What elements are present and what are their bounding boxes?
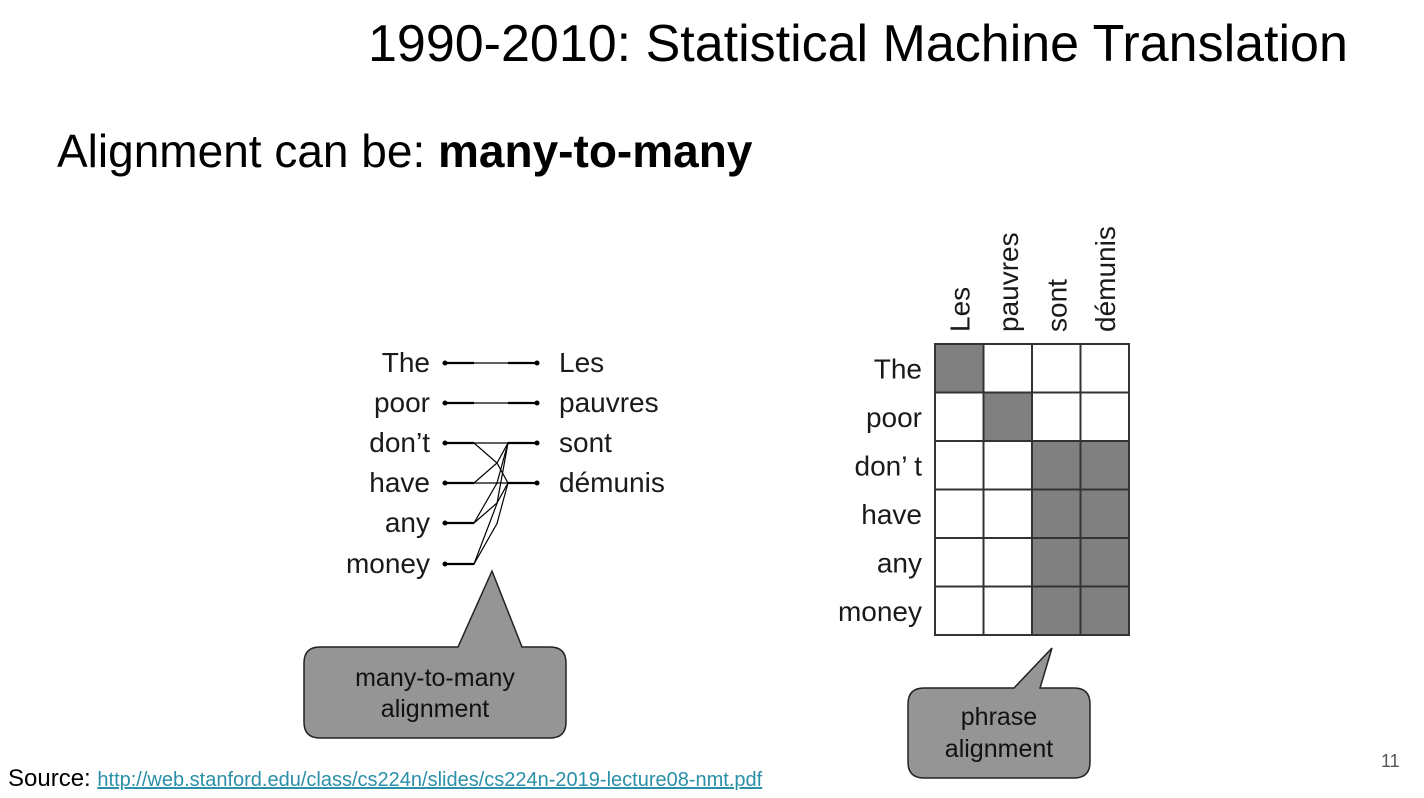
english-word: don’t xyxy=(369,427,430,458)
source-footer: Source: http://web.stanford.edu/class/cs… xyxy=(8,764,762,795)
callout-text: many-to-many xyxy=(355,664,515,692)
many-to-many-callout xyxy=(303,569,567,739)
subtitle-prefix: Alignment can be: xyxy=(57,125,439,177)
matrix-row-label: poor xyxy=(866,402,922,433)
matrix-column-label: Les xyxy=(944,287,975,332)
matrix-column-label: démunis xyxy=(1090,226,1121,332)
empty-cell xyxy=(934,391,985,442)
empty-cell xyxy=(1031,343,1082,394)
empty-cell xyxy=(934,440,985,491)
empty-cell xyxy=(982,440,1033,491)
page-number: 11 xyxy=(1381,751,1400,771)
english-word: poor xyxy=(374,387,430,418)
filled-cell xyxy=(1079,488,1130,539)
alignment-link xyxy=(445,442,537,484)
filled-cell xyxy=(1031,488,1082,539)
filled-cell xyxy=(1079,585,1130,636)
french-word: pauvres xyxy=(559,387,659,418)
empty-cell xyxy=(934,488,985,539)
filled-cell xyxy=(1031,537,1082,588)
empty-cell xyxy=(982,343,1033,394)
matrix-row-label: The xyxy=(874,353,922,384)
phrase-alignment-callout xyxy=(907,647,1091,779)
french-word: Les xyxy=(559,347,604,378)
matrix-row-label: any xyxy=(877,547,922,578)
matrix-column-label: pauvres xyxy=(993,232,1024,332)
french-word: sont xyxy=(559,427,612,458)
empty-cell xyxy=(982,585,1033,636)
alignment-link xyxy=(445,482,537,524)
empty-cell xyxy=(982,488,1033,539)
empty-cell xyxy=(934,537,985,588)
subtitle-bold: many-to-many xyxy=(438,125,753,177)
filled-cell xyxy=(1031,440,1082,491)
filled-cell xyxy=(934,343,985,394)
empty-cell xyxy=(934,585,985,636)
empty-cell xyxy=(1079,343,1130,394)
slide-title: 1990-2010: Statistical Machine Translati… xyxy=(368,15,1348,73)
callout-text: alignment xyxy=(381,695,489,723)
slide-subtitle: Alignment can be: many-to-many xyxy=(57,124,752,178)
filled-cell xyxy=(982,391,1033,442)
source-label: Source: xyxy=(8,765,98,792)
matrix-row-label: have xyxy=(861,499,922,530)
empty-cell xyxy=(1079,391,1130,442)
matrix-row-label: money xyxy=(838,596,922,627)
filled-cell xyxy=(1031,585,1082,636)
matrix-row-label: don’ t xyxy=(855,450,923,481)
source-link[interactable]: http://web.stanford.edu/class/cs224n/sli… xyxy=(97,769,763,791)
alignment-link xyxy=(445,442,537,484)
empty-cell xyxy=(1031,391,1082,442)
alignment-link xyxy=(445,442,537,565)
english-word: any xyxy=(385,507,430,538)
empty-cell xyxy=(982,537,1033,588)
french-word: démunis xyxy=(559,467,665,498)
filled-cell xyxy=(1079,440,1130,491)
callout-text: alignment xyxy=(945,735,1053,763)
english-word: The xyxy=(382,347,430,378)
callout-text: phrase xyxy=(961,703,1037,731)
english-word: have xyxy=(369,467,430,498)
filled-cell xyxy=(1079,537,1130,588)
matrix-column-label: sont xyxy=(1041,279,1072,332)
english-word: money xyxy=(346,548,430,579)
